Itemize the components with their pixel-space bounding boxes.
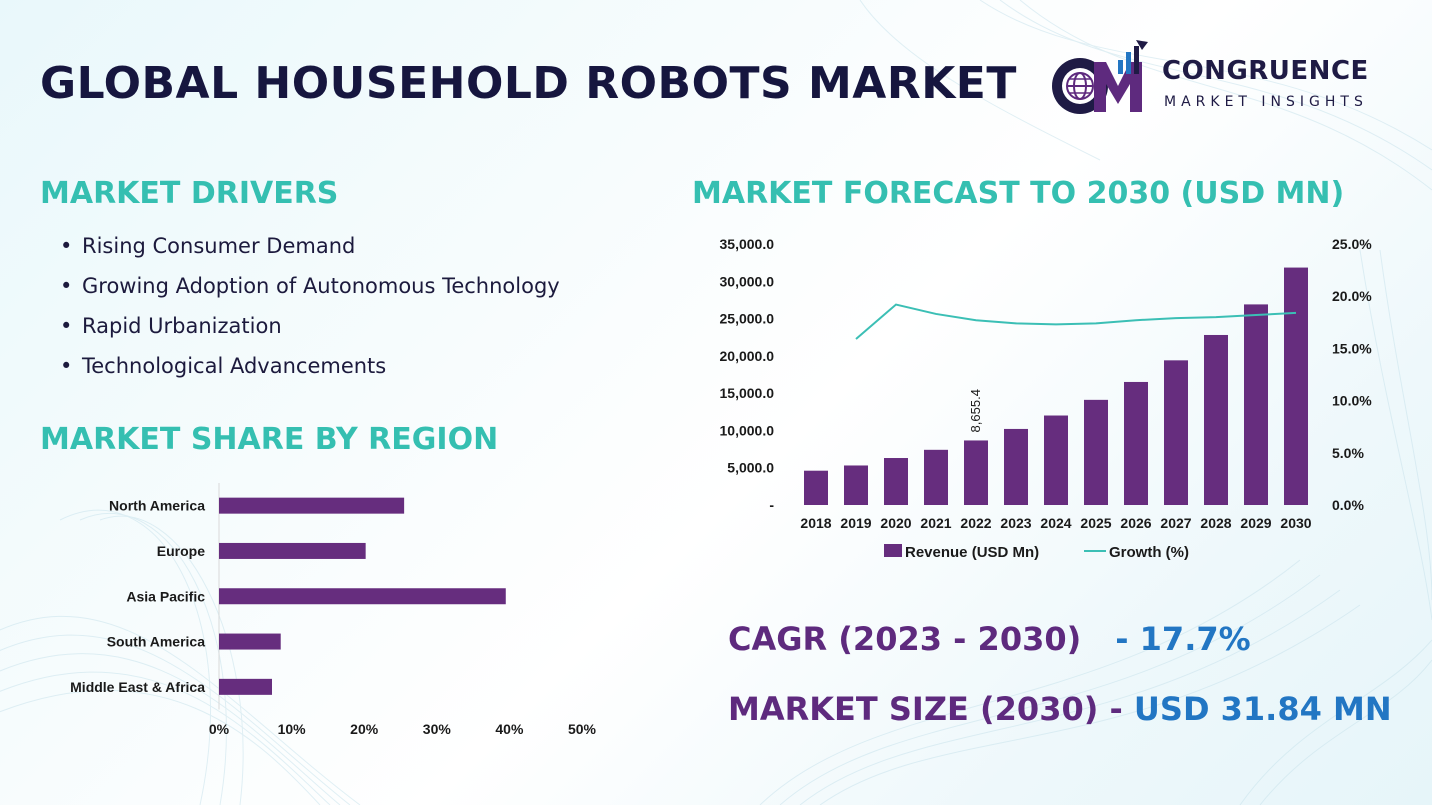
year-tick: 2019 xyxy=(840,515,871,531)
revenue-bar xyxy=(1004,428,1028,505)
region-bar xyxy=(219,542,366,559)
region-heading: MARKET SHARE BY REGION xyxy=(40,422,499,457)
legend-revenue-swatch xyxy=(884,544,902,557)
year-tick: 2027 xyxy=(1160,515,1191,531)
drivers-list: • Rising Consumer Demand • Growing Adoptio… xyxy=(60,230,560,390)
drivers-heading: MARKET DRIVERS xyxy=(40,176,339,211)
year-tick: 2026 xyxy=(1120,515,1151,531)
revenue-bar xyxy=(1084,399,1108,505)
page-title: GLOBAL HOUSEHOLD ROBOTS MARKET xyxy=(40,58,1017,109)
region-x-tick: 0% xyxy=(209,721,230,737)
left-y-tick: 25,000.0 xyxy=(720,311,775,327)
left-y-tick: 15,000.0 xyxy=(720,385,775,401)
logo-name: CONGRUENCE xyxy=(1162,56,1369,86)
driver-text: Technological Advancements xyxy=(82,354,387,378)
right-y-tick: 25.0% xyxy=(1332,236,1372,252)
growth-line xyxy=(855,303,1297,340)
right-y-tick: 15.0% xyxy=(1332,340,1372,356)
cm-globe-logo-icon xyxy=(1052,40,1148,114)
legend-revenue-label: Revenue (USD Mn) xyxy=(905,544,1039,561)
region-x-tick: 40% xyxy=(495,721,524,737)
year-tick: 2030 xyxy=(1280,515,1311,531)
right-y-tick: 20.0% xyxy=(1332,288,1372,304)
revenue-bar xyxy=(1164,360,1188,505)
year-tick: 2021 xyxy=(920,515,951,531)
revenue-bar xyxy=(1284,267,1308,505)
region-label: South America xyxy=(107,634,205,650)
list-item: • Growing Adoption of Autonomous Technolo… xyxy=(60,274,560,298)
brand-logo: CONGRUENCE MARKET INSIGHTS xyxy=(1044,40,1404,120)
left-y-tick: 10,000.0 xyxy=(720,422,775,438)
revenue-bar xyxy=(924,449,948,505)
list-item: • Rapid Urbanization xyxy=(60,314,282,338)
market-size-label: MARKET SIZE (2030) - xyxy=(728,690,1123,728)
left-y-tick: - xyxy=(769,497,774,513)
region-bar xyxy=(219,497,405,514)
revenue-bar xyxy=(1124,381,1148,505)
revenue-bar xyxy=(964,440,988,505)
year-tick: 2029 xyxy=(1240,515,1271,531)
cagr-label: CAGR (2023 - 2030) xyxy=(728,620,1082,658)
revenue-bar xyxy=(1044,415,1068,505)
region-label: Asia Pacific xyxy=(126,588,205,604)
revenue-bar xyxy=(844,465,868,505)
cagr-value: - 17.7% xyxy=(1115,620,1251,658)
revenue-bar xyxy=(884,458,908,505)
logo-subtitle: MARKET INSIGHTS xyxy=(1164,94,1368,110)
cagr-stat: CAGR (2023 - 2030) - 17.7% xyxy=(728,620,1251,658)
bar-data-label: 8,655.4 xyxy=(968,389,983,432)
region-label: North America xyxy=(109,498,205,514)
right-y-tick: 10.0% xyxy=(1332,393,1372,409)
year-tick: 2023 xyxy=(1000,515,1031,531)
forecast-heading: MARKET FORECAST TO 2030 (USD MN) xyxy=(692,176,1345,211)
year-tick: 2022 xyxy=(960,515,991,531)
region-bar xyxy=(219,678,272,695)
legend-growth-label: Growth (%) xyxy=(1109,544,1189,561)
year-tick: 2025 xyxy=(1080,515,1111,531)
list-item: • Technological Advancements xyxy=(60,354,387,378)
region-x-tick: 10% xyxy=(278,721,307,737)
left-y-tick: 35,000.0 xyxy=(720,236,775,252)
region-x-tick: 50% xyxy=(568,721,597,737)
year-tick: 2024 xyxy=(1040,515,1071,531)
left-y-tick: 20,000.0 xyxy=(720,348,775,364)
region-bar xyxy=(219,588,506,605)
driver-text: Rapid Urbanization xyxy=(82,314,282,338)
revenue-bar xyxy=(1244,304,1268,505)
region-x-tick: 20% xyxy=(350,721,379,737)
region-label: Europe xyxy=(157,543,205,559)
revenue-bar xyxy=(1204,334,1228,505)
left-y-tick: 5,000.0 xyxy=(727,460,774,476)
list-item: • Rising Consumer Demand xyxy=(60,234,356,258)
right-y-tick: 0.0% xyxy=(1332,497,1364,513)
year-tick: 2018 xyxy=(800,515,831,531)
market-size-stat: MARKET SIZE (2030) - USD 31.84 MN xyxy=(728,690,1392,728)
revenue-bar xyxy=(804,470,828,505)
market-size-value: USD 31.84 MN xyxy=(1133,690,1392,728)
left-y-tick: 30,000.0 xyxy=(720,273,775,289)
year-tick: 2028 xyxy=(1200,515,1231,531)
driver-text: Growing Adoption of Autonomous Technolog… xyxy=(82,274,560,298)
region-label: Middle East & Africa xyxy=(70,679,205,695)
year-tick: 2020 xyxy=(880,515,911,531)
region-x-tick: 30% xyxy=(423,721,452,737)
right-y-tick: 5.0% xyxy=(1332,445,1364,461)
region-bar xyxy=(219,633,281,650)
driver-text: Rising Consumer Demand xyxy=(82,234,356,258)
